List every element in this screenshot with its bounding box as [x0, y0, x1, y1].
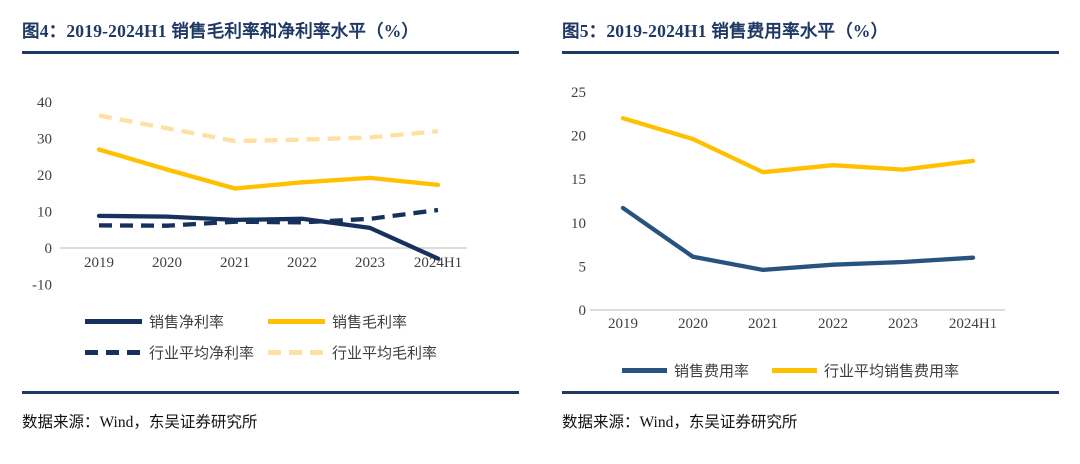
legend-label: 行业平均净利率	[149, 346, 255, 362]
svg-text:-10: -10	[32, 278, 52, 294]
svg-text:2021: 2021	[220, 255, 250, 271]
legend-label: 销售净利率	[149, 315, 225, 331]
gross-margin-line-swatch	[268, 319, 325, 324]
legend-item-gross-margin: 销售毛利率	[268, 311, 437, 332]
figure-5-title: 图5：2019-2024H1 销售费用率水平（%）	[562, 21, 889, 41]
legend-item-industry-gross-margin: 行业平均毛利率	[268, 342, 437, 363]
figure-5-source-note: 数据来源：Wind，东吴证券研究所	[562, 414, 798, 431]
figure-5-legend: 销售费用率 行业平均销售费用率	[622, 360, 959, 381]
industry-net-margin-dash-swatch	[85, 350, 142, 355]
figure-4-title-rule	[22, 51, 519, 54]
legend-label: 行业平均毛利率	[332, 346, 438, 362]
figure-4-bottom-rule	[22, 391, 519, 394]
svg-text:0: 0	[579, 303, 587, 319]
industry-expense-rate-line-swatch	[772, 368, 817, 373]
svg-text:2022: 2022	[818, 316, 848, 332]
svg-text:30: 30	[37, 132, 52, 148]
svg-text:20: 20	[571, 129, 586, 145]
industry-gross-margin-dash-swatch	[268, 350, 325, 355]
svg-text:2019: 2019	[608, 316, 638, 332]
figure-5-title-rule	[562, 51, 1059, 54]
legend-item-industry-net-margin: 行业平均净利率	[85, 342, 268, 363]
svg-text:2024H1: 2024H1	[414, 255, 462, 271]
svg-text:2019: 2019	[84, 255, 114, 271]
svg-text:5: 5	[579, 259, 587, 275]
figure-5-bottom-rule	[562, 391, 1059, 394]
legend-item-expense-rate: 销售费用率	[622, 360, 772, 381]
svg-text:2021: 2021	[748, 316, 778, 332]
legend-label: 行业平均销售费用率	[824, 364, 960, 380]
svg-text:0: 0	[45, 241, 53, 257]
svg-text:2020: 2020	[678, 316, 708, 332]
svg-text:2024H1: 2024H1	[949, 316, 997, 332]
margin-rate-line-chart: 40 30 20 10 0 -10 2019 2020 2021 2022 2023 2024H1	[32, 95, 467, 294]
svg-text:2023: 2023	[888, 316, 918, 332]
legend-label: 销售费用率	[674, 364, 750, 380]
legend-label: 销售毛利率	[332, 315, 408, 331]
svg-text:20: 20	[37, 168, 52, 184]
svg-text:2023: 2023	[355, 255, 385, 271]
net-margin-line-swatch	[85, 319, 142, 324]
svg-text:10: 10	[37, 205, 52, 221]
svg-text:2020: 2020	[152, 255, 182, 271]
svg-text:2022: 2022	[287, 255, 317, 271]
figure-4-panel: 图4：2019-2024H1 销售毛利率和净利率水平（%） 40 30 20 10 0 -…	[22, 18, 519, 454]
figure-4-source-note: 数据来源：Wind，东吴证券研究所	[22, 414, 258, 431]
expense-rate-line-swatch	[622, 368, 667, 373]
svg-text:25: 25	[571, 85, 586, 101]
svg-text:10: 10	[571, 216, 586, 232]
figure-5-panel: 图5：2019-2024H1 销售费用率水平（%） 25 20 15 10 5 0 2019…	[562, 18, 1059, 454]
svg-text:15: 15	[571, 172, 586, 188]
legend-item-industry-expense-rate: 行业平均销售费用率	[772, 360, 959, 381]
legend-item-net-margin: 销售净利率	[85, 311, 268, 332]
figure-4-legend: 销售净利率 销售毛利率 行业平均净利率 行业平均毛利率	[85, 311, 437, 363]
svg-text:40: 40	[37, 95, 52, 111]
figure-4-title: 图4：2019-2024H1 销售毛利率和净利率水平（%）	[22, 21, 420, 41]
expense-rate-line-chart: 25 20 15 10 5 0 2019 2020 2021 2022 2023 2024H1	[571, 85, 1005, 332]
